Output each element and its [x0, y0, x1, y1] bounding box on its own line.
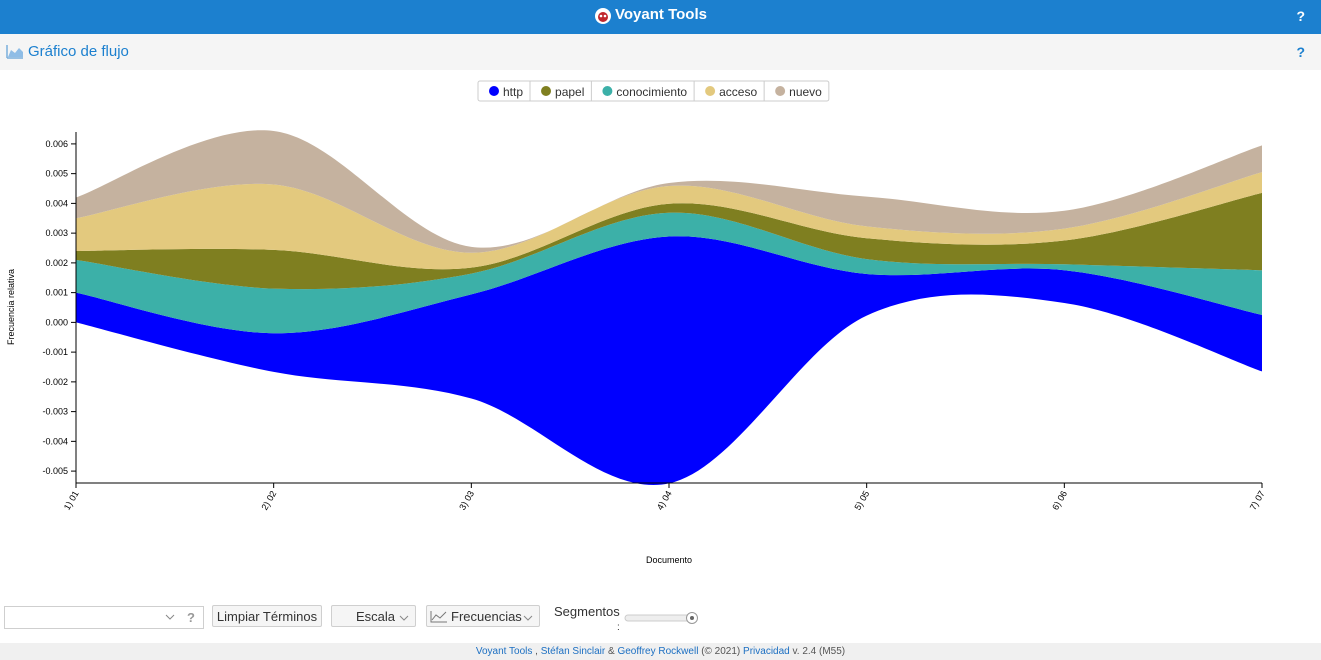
legend-label: http	[503, 85, 523, 99]
x-tick-label: 5) 05	[852, 489, 871, 512]
y-tick-label: 0.003	[45, 228, 68, 238]
stream-area	[76, 172, 1262, 270]
footer-link[interactable]: Voyant Tools	[475, 646, 533, 657]
legend-item[interactable]: http	[489, 85, 523, 99]
legend-label: papel	[555, 85, 584, 99]
panel-header: Gráfico de flujo ?	[0, 34, 1321, 70]
dropdown-arrow	[165, 614, 175, 620]
app-header: Voyant Tools ?	[0, 0, 1321, 34]
stream-area	[76, 192, 1262, 290]
x-axis-title: Documento	[646, 555, 692, 565]
legend-box	[477, 80, 830, 102]
footer-link[interactable]: Geoffrey Rockwell	[617, 646, 699, 657]
x-tick-label: 4) 04	[655, 489, 674, 512]
panel-icon	[6, 45, 23, 59]
footer-text: &	[608, 646, 615, 657]
segments-colon: :	[617, 622, 620, 633]
legend-swatch	[541, 86, 552, 96]
legend: http papel conocimiento acceso nuevo	[477, 80, 830, 102]
footer: Voyant Tools , Stéfan Sinclair & Geoffre…	[0, 643, 1321, 660]
term-combo[interactable]: ?	[4, 606, 204, 629]
legend-label: conocimiento	[616, 85, 687, 99]
y-tick-label: 0.000	[45, 317, 68, 327]
logo	[595, 8, 611, 24]
x-tick-label: 1) 01	[62, 489, 81, 512]
y-tick-label: -0.002	[42, 377, 68, 387]
x-tick-label: 7) 07	[1248, 489, 1267, 512]
legend-swatch	[775, 86, 786, 96]
help-button[interactable]: ?	[1296, 44, 1305, 60]
legend-label: acceso	[719, 85, 757, 99]
clear-button[interactable]: Limpiar Términos	[212, 605, 322, 627]
x-tick-label: 6) 06	[1050, 489, 1069, 512]
legend-swatch	[705, 86, 716, 96]
scale-button[interactable]: Escala	[331, 605, 416, 627]
button-label: Escala	[356, 609, 396, 624]
footer-text: ,	[535, 646, 538, 657]
app-title: Voyant Tools	[615, 6, 707, 23]
y-tick-label: -0.003	[42, 407, 68, 417]
y-axis-title: Frecuencia relativa	[6, 269, 16, 345]
legend-swatch	[602, 86, 613, 96]
button-label: Frecuencias	[451, 609, 522, 624]
footer-text: v. 2.4 (M55)	[792, 646, 846, 657]
y-tick-label: -0.001	[42, 347, 68, 357]
legend-item[interactable]: papel	[541, 85, 584, 99]
y-tick-label: 0.002	[45, 258, 68, 268]
freq-button[interactable]: Frecuencias	[426, 605, 540, 627]
legend-item[interactable]: acceso	[705, 85, 757, 99]
footer-link[interactable]: Stéfan Sinclair	[540, 646, 606, 657]
legend-swatch	[489, 86, 499, 96]
legend-label: nuevo	[789, 85, 822, 99]
y-tick-label: -0.005	[42, 466, 68, 476]
chart: Frecuencia relativa Documento -0.005 -0.0…	[6, 80, 1267, 565]
y-tick-label: 0.006	[45, 139, 68, 149]
legend-item[interactable]: nuevo	[775, 85, 822, 99]
legend-item[interactable]: conocimiento	[602, 85, 687, 99]
y-tick-label: 0.004	[45, 198, 68, 208]
y-tick-label: 0.005	[45, 169, 68, 179]
footer-link[interactable]: Privacidad	[743, 646, 790, 657]
stream-area	[76, 212, 1262, 334]
help-button[interactable]: ?	[187, 610, 195, 625]
footer-text: (© 2021)	[701, 646, 741, 657]
segments-label: Segmentos	[554, 604, 620, 619]
x-tick-label: 3) 03	[457, 489, 476, 512]
segments-slider[interactable]	[624, 611, 700, 625]
dropdown-arrow	[523, 615, 533, 621]
y-tick-label: -0.004	[42, 436, 68, 446]
x-tick-label: 2) 02	[259, 489, 278, 512]
chart-icon	[430, 611, 447, 623]
dropdown-arrow	[399, 615, 409, 621]
stream-area	[76, 130, 1262, 253]
stream-area	[76, 236, 1262, 485]
y-tick-label: 0.001	[45, 288, 68, 298]
help-button[interactable]: ?	[1296, 8, 1305, 24]
panel-title: Gráfico de flujo	[28, 43, 129, 60]
